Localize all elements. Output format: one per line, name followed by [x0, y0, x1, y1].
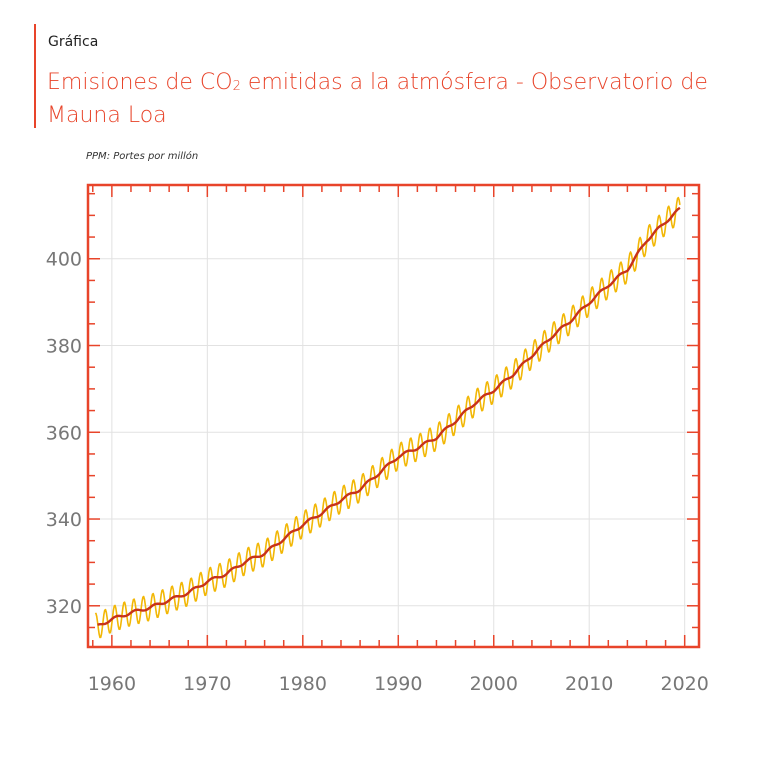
y-tick-label: 400: [46, 249, 82, 271]
minor-ticks: [88, 185, 699, 647]
header-accent-bar: [34, 24, 36, 128]
plot-frame: [86, 183, 701, 649]
y-tick-label: 320: [46, 596, 82, 618]
x-tick-label: 1990: [374, 673, 422, 695]
x-tick-label: 2010: [565, 673, 613, 695]
unit-note: PPM: Portes por millón: [86, 151, 199, 162]
x-axis-labels: 1960 1970 1980 1990 2000 2010 2020: [88, 673, 709, 695]
title-part-main: Emisiones de CO: [47, 70, 233, 95]
y-tick-label: 340: [46, 509, 82, 531]
seasonal-co2-line: [94, 196, 681, 639]
chart-title: Emisiones de CO2 emitidas a la atmósfera…: [47, 68, 737, 130]
series-lines: [94, 196, 681, 639]
x-tick-label: 1970: [183, 673, 231, 695]
x-tick-label: 2000: [470, 673, 518, 695]
title-part-rest: emitidas a la atmósfera - Observatorio d…: [47, 70, 708, 128]
y-axis-labels: 320 340 360 380 400: [46, 249, 82, 618]
x-tick-label: 1960: [88, 673, 136, 695]
y-tick-label: 360: [46, 422, 82, 444]
gridlines: [88, 185, 699, 647]
title-subscript: 2: [232, 79, 241, 94]
trend-co2-line: [97, 206, 681, 626]
y-tick-label: 380: [46, 336, 82, 358]
section-kicker: Gráfica: [48, 34, 99, 50]
x-tick-label: 2020: [661, 673, 709, 695]
x-tick-label: 1980: [279, 673, 327, 695]
